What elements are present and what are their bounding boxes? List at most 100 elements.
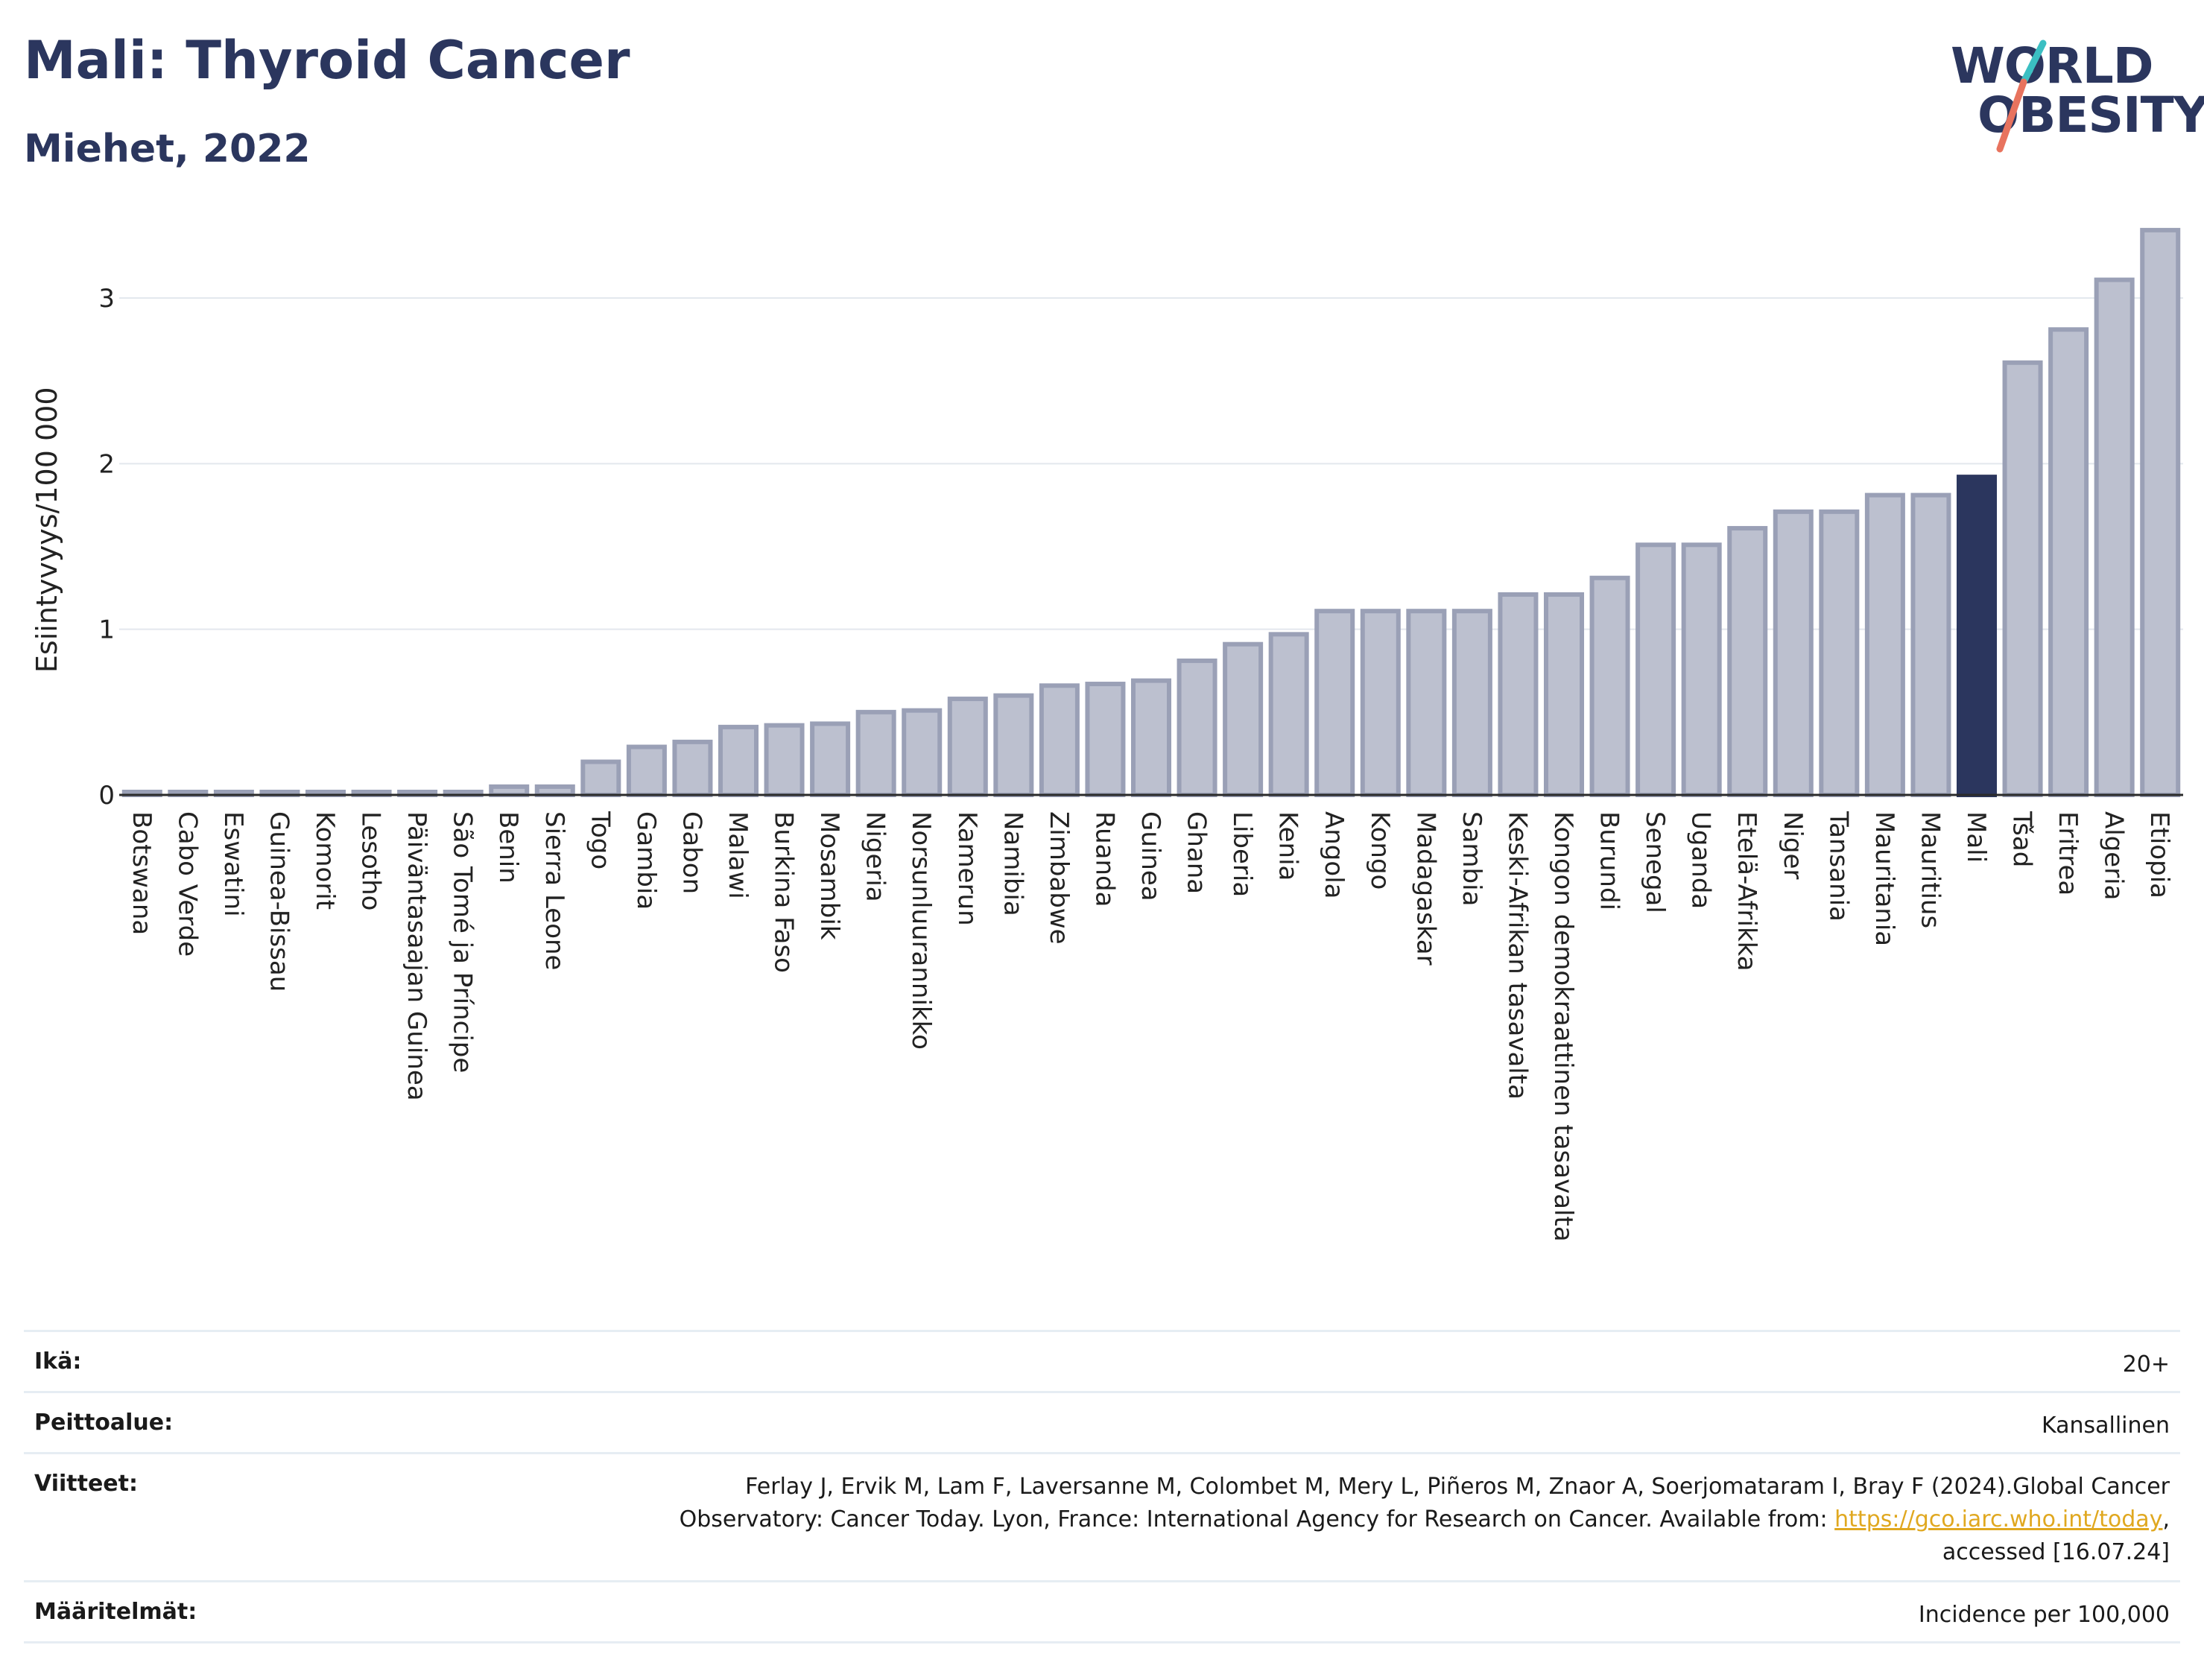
bar-kenia[interactable] (1268, 632, 1309, 797)
x-tick-label: Päiväntasaajan Guinea (402, 811, 431, 1101)
x-tick-label: Sambia (1457, 811, 1486, 906)
bar-gabon[interactable] (672, 739, 713, 797)
bar-mosambik[interactable] (810, 721, 851, 797)
x-tick-label: Sierra Leone (539, 811, 569, 970)
logo-line-1: WORLD (1951, 37, 2154, 95)
bar-zimbabwe[interactable] (1039, 683, 1080, 798)
x-tick-label: Angola (1319, 811, 1349, 898)
coverage-value: Kansallinen (2041, 1413, 2170, 1439)
chart-title: Mali: Thyroid Cancer (24, 30, 630, 91)
y-axis-title: Esiintyvyys/100 000 (31, 387, 63, 673)
bar-namibia[interactable] (993, 693, 1034, 798)
age-label: Ikä: (34, 1348, 82, 1375)
x-tick-label: Kongo (1365, 811, 1395, 890)
bar-niger[interactable] (1773, 509, 1814, 797)
coverage-label: Peittoalue: (34, 1410, 174, 1436)
meta-row-age: Ikä: 20+ (24, 1330, 2180, 1392)
x-tick-label: Kamerun (952, 811, 982, 926)
x-tick-label: Kongon demokraattinen tasavalta (1548, 811, 1578, 1242)
x-tick-label: Mauritius (1915, 811, 1945, 928)
bar-mali[interactable] (1956, 475, 1998, 797)
bar-etiopia[interactable] (2140, 227, 2181, 797)
logo-slash-icon (1996, 39, 2047, 153)
bar-senegal[interactable] (1635, 542, 1676, 797)
x-tick-label: Benin (493, 811, 523, 884)
bar-sambia[interactable] (1451, 609, 1492, 797)
x-tick-label: Guinea (1136, 811, 1165, 901)
x-tick-label: Norsunluurannikko (906, 811, 936, 1050)
x-tick-label: Mali (1961, 811, 1991, 863)
x-tick-label: Namibia (998, 811, 1027, 916)
chart-subtitle: Miehet, 2022 (24, 127, 311, 171)
x-tick-label: Malawi (723, 811, 753, 899)
x-tick-label: Eswatini (218, 811, 248, 917)
y-tick-label: 2 (98, 449, 115, 479)
meta-row-coverage: Peittoalue: Kansallinen (24, 1391, 2180, 1453)
bar-algeria[interactable] (2094, 277, 2135, 798)
bar-norsunluurannikko[interactable] (902, 708, 943, 797)
bar-gambia[interactable] (626, 744, 667, 797)
bar-guinea[interactable] (1130, 678, 1172, 797)
bar-keski-afrikan-tasavalta[interactable] (1498, 592, 1539, 797)
bar-ruanda[interactable] (1085, 682, 1126, 798)
x-tick-label: Guinea-Bissau (264, 811, 294, 992)
bar-togo[interactable] (580, 759, 621, 798)
bar-sierra-leone[interactable] (534, 784, 575, 797)
x-tick-label: Zimbabwe (1044, 811, 1074, 945)
bar-benin[interactable] (489, 784, 530, 797)
bar-etel-afrikka[interactable] (1727, 526, 1768, 797)
source-link[interactable]: https://gco.iarc.who.int/today (1834, 1506, 2163, 1532)
x-tick-label: Botswana (127, 811, 156, 935)
x-tick-label: Burkina Faso (769, 811, 799, 973)
x-tick-label: Algeria (2099, 811, 2129, 900)
bar-burkina-faso[interactable] (764, 723, 805, 798)
x-tick-label: Tšad (2007, 811, 2037, 867)
x-tick-label: Nigeria (861, 811, 890, 902)
bar-madagaskar[interactable] (1406, 609, 1447, 797)
x-tick-label: Etelä-Afrikka (1732, 811, 1761, 971)
references-line-1: Ferlay J, Ervik M, Lam F, Laversanne M, … (745, 1474, 2170, 1500)
bar-kongon-demokraattinen-tasavalta[interactable] (1543, 592, 1585, 797)
bar-t-ad[interactable] (2002, 360, 2043, 798)
bar-eritrea[interactable] (2048, 327, 2089, 797)
bar-ghana[interactable] (1177, 658, 1217, 798)
bar-liberia[interactable] (1223, 641, 1264, 798)
definitions-label: Määritelmät: (34, 1599, 197, 1625)
x-tick-label: Lesotho (356, 811, 386, 910)
bar-nigeria[interactable] (855, 709, 896, 797)
x-tick-label: Burundi (1595, 811, 1624, 910)
meta-row-references: Viitteet: Ferlay J, Ervik M, Lam F, Lave… (24, 1452, 2180, 1581)
bar-kamerun[interactable] (947, 697, 988, 797)
meta-row-definitions: Määritelmät: Incidence per 100,000 (24, 1580, 2180, 1642)
bar-angola[interactable] (1314, 609, 1355, 797)
x-tick-label: Mosambik (814, 811, 844, 940)
bar-malawi[interactable] (718, 724, 759, 798)
x-tick-label: Cabo Verde (172, 811, 202, 957)
x-tick-label: Liberia (1227, 811, 1257, 897)
bars (119, 227, 2183, 798)
x-tick-label: Senegal (1640, 811, 1670, 913)
x-tick-label: Eritrea (2053, 811, 2083, 896)
table-bottom-border (24, 1641, 2180, 1643)
bar-mauritania[interactable] (1864, 492, 1905, 797)
x-tick-label: Uganda (1686, 811, 1716, 909)
y-tick-label: 1 (98, 615, 115, 645)
bar-kongo[interactable] (1360, 609, 1401, 797)
x-tick-label: Ruanda (1089, 811, 1119, 907)
x-tick-label: Kenia (1273, 811, 1303, 881)
references-label: Viitteet: (34, 1471, 138, 1497)
x-tick-label: Gambia (631, 811, 661, 910)
bar-uganda[interactable] (1681, 542, 1722, 797)
y-axis-ticks: 0 1 2 3 (98, 284, 115, 811)
x-tick-label: Mauritania (1869, 811, 1899, 946)
x-tick-label: Keski-Afrikan tasavalta (1502, 811, 1532, 1100)
x-tick-label: Niger (1778, 811, 1808, 879)
x-tick-label: Etiopia (2144, 811, 2174, 898)
bar-burundi[interactable] (1589, 575, 1630, 797)
definitions-value: Incidence per 100,000 (1918, 1602, 2170, 1628)
x-axis-labels: Botswana Cabo Verde Eswatini Guinea-Bissau K… (127, 811, 2174, 1242)
bar-tansania[interactable] (1819, 509, 1860, 797)
bar-mauritius[interactable] (1910, 492, 1951, 797)
age-value: 20+ (2122, 1351, 2170, 1378)
references-line-3: accessed [16.07.24] (1942, 1539, 2170, 1565)
